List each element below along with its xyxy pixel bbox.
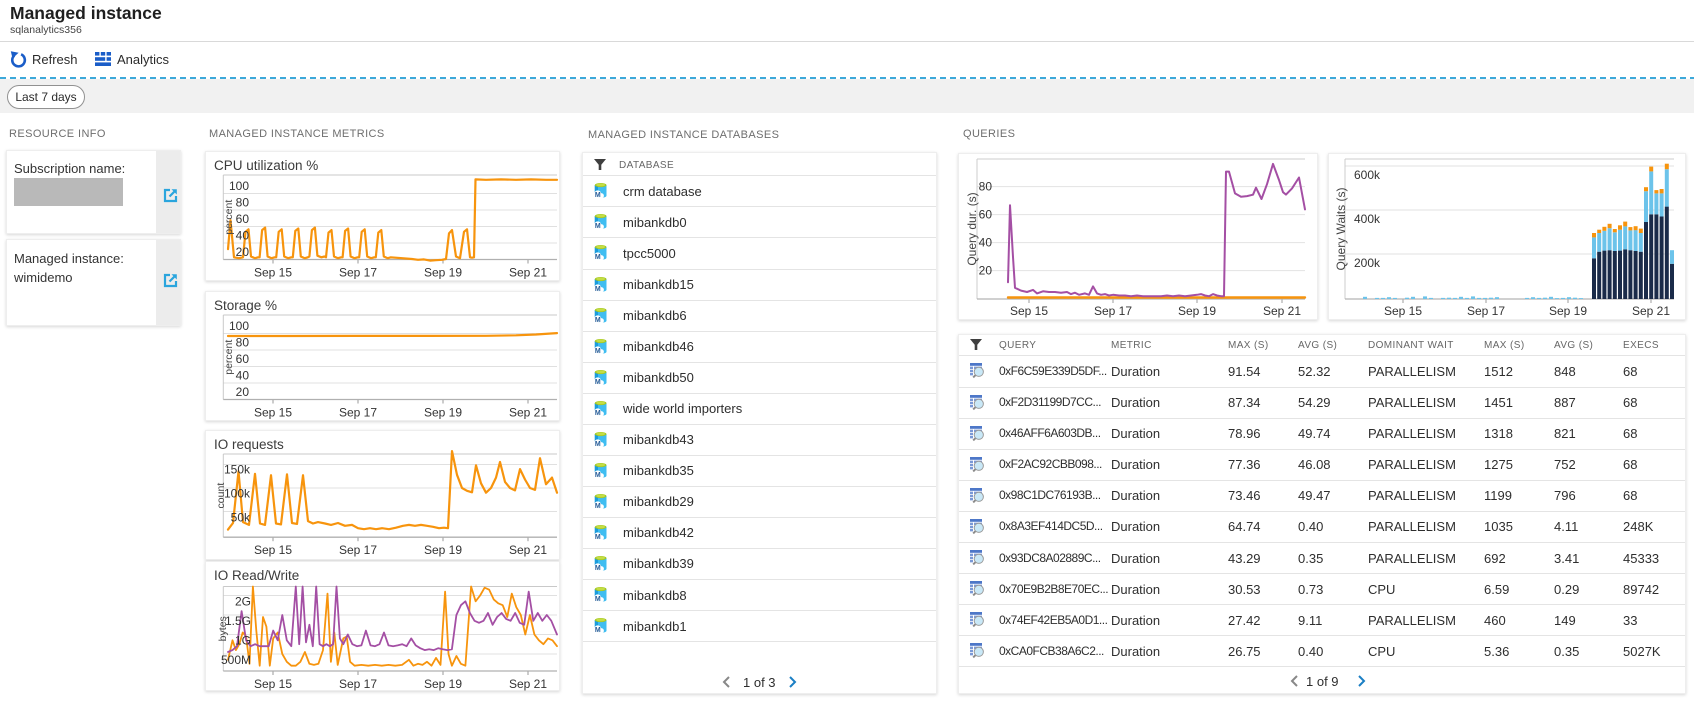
svg-text:Query Waits (s): Query Waits (s) <box>1334 188 1348 271</box>
svg-text:M: M <box>595 317 601 324</box>
svg-text:Sep 21: Sep 21 <box>509 543 547 557</box>
svg-text:Sep 19: Sep 19 <box>1549 304 1587 318</box>
svg-text:40: 40 <box>236 229 250 243</box>
svg-text:Sep 15: Sep 15 <box>254 406 292 420</box>
svg-text:Sep 15: Sep 15 <box>1010 304 1048 318</box>
svg-text:M: M <box>595 596 601 603</box>
svg-text:M: M <box>595 286 601 293</box>
svg-text:80: 80 <box>236 196 250 210</box>
svg-text:20: 20 <box>236 245 250 259</box>
svg-text:Sep 17: Sep 17 <box>339 677 377 691</box>
svg-text:1.5G: 1.5G <box>225 614 251 628</box>
svg-text:500M: 500M <box>221 653 251 667</box>
svg-text:Sep 21: Sep 21 <box>1632 304 1670 318</box>
svg-text:M: M <box>595 223 601 230</box>
svg-text:M: M <box>595 472 601 479</box>
svg-text:M: M <box>595 379 601 386</box>
svg-text:100: 100 <box>229 319 249 333</box>
svg-text:Sep 19: Sep 19 <box>424 543 462 557</box>
svg-text:M: M <box>595 441 601 448</box>
svg-text:percent: percent <box>223 200 235 235</box>
svg-text:Sep 17: Sep 17 <box>1094 304 1132 318</box>
svg-text:60: 60 <box>236 212 250 226</box>
svg-text:60: 60 <box>236 352 250 366</box>
svg-text:M: M <box>595 534 601 541</box>
svg-text:bytes: bytes <box>217 616 229 641</box>
svg-text:M: M <box>595 565 601 572</box>
svg-text:20: 20 <box>236 385 250 399</box>
svg-text:M: M <box>595 192 601 199</box>
svg-text:Sep 17: Sep 17 <box>339 543 377 557</box>
svg-text:Sep 17: Sep 17 <box>339 406 377 420</box>
svg-text:Query dur. (s): Query dur. (s) <box>965 192 979 265</box>
svg-text:M: M <box>595 410 601 417</box>
svg-text:M: M <box>595 503 601 510</box>
svg-text:100k: 100k <box>224 487 251 501</box>
svg-text:Sep 17: Sep 17 <box>339 266 377 280</box>
svg-text:20: 20 <box>979 264 993 278</box>
svg-text:Sep 15: Sep 15 <box>254 677 292 691</box>
svg-text:Sep 15: Sep 15 <box>254 543 292 557</box>
svg-text:Sep 17: Sep 17 <box>1467 304 1505 318</box>
svg-text:150k: 150k <box>224 462 251 476</box>
svg-text:count: count <box>215 483 227 509</box>
svg-text:Sep 21: Sep 21 <box>509 406 547 420</box>
svg-text:Sep 21: Sep 21 <box>509 677 547 691</box>
svg-text:60: 60 <box>979 208 993 222</box>
svg-text:Sep 19: Sep 19 <box>424 266 462 280</box>
svg-text:100: 100 <box>229 179 249 193</box>
svg-text:2G: 2G <box>235 595 251 609</box>
svg-text:M: M <box>595 348 601 355</box>
svg-text:1G: 1G <box>235 634 251 648</box>
svg-text:Sep 15: Sep 15 <box>254 266 292 280</box>
svg-text:Sep 15: Sep 15 <box>1384 304 1422 318</box>
svg-text:80: 80 <box>979 180 993 194</box>
svg-text:40: 40 <box>236 369 250 383</box>
svg-text:50k: 50k <box>231 511 251 525</box>
svg-text:600k: 600k <box>1354 168 1381 182</box>
svg-text:Sep 21: Sep 21 <box>509 266 547 280</box>
svg-text:Sep 21: Sep 21 <box>1263 304 1301 318</box>
svg-text:Sep 19: Sep 19 <box>424 406 462 420</box>
svg-text:M: M <box>595 254 601 261</box>
svg-text:40: 40 <box>979 236 993 250</box>
svg-text:200k: 200k <box>1354 256 1381 270</box>
svg-text:Sep 19: Sep 19 <box>1178 304 1216 318</box>
svg-text:M: M <box>595 627 601 634</box>
svg-text:400k: 400k <box>1354 212 1381 226</box>
svg-text:80: 80 <box>236 336 250 350</box>
svg-text:percent: percent <box>223 340 235 375</box>
svg-text:Sep 19: Sep 19 <box>424 677 462 691</box>
